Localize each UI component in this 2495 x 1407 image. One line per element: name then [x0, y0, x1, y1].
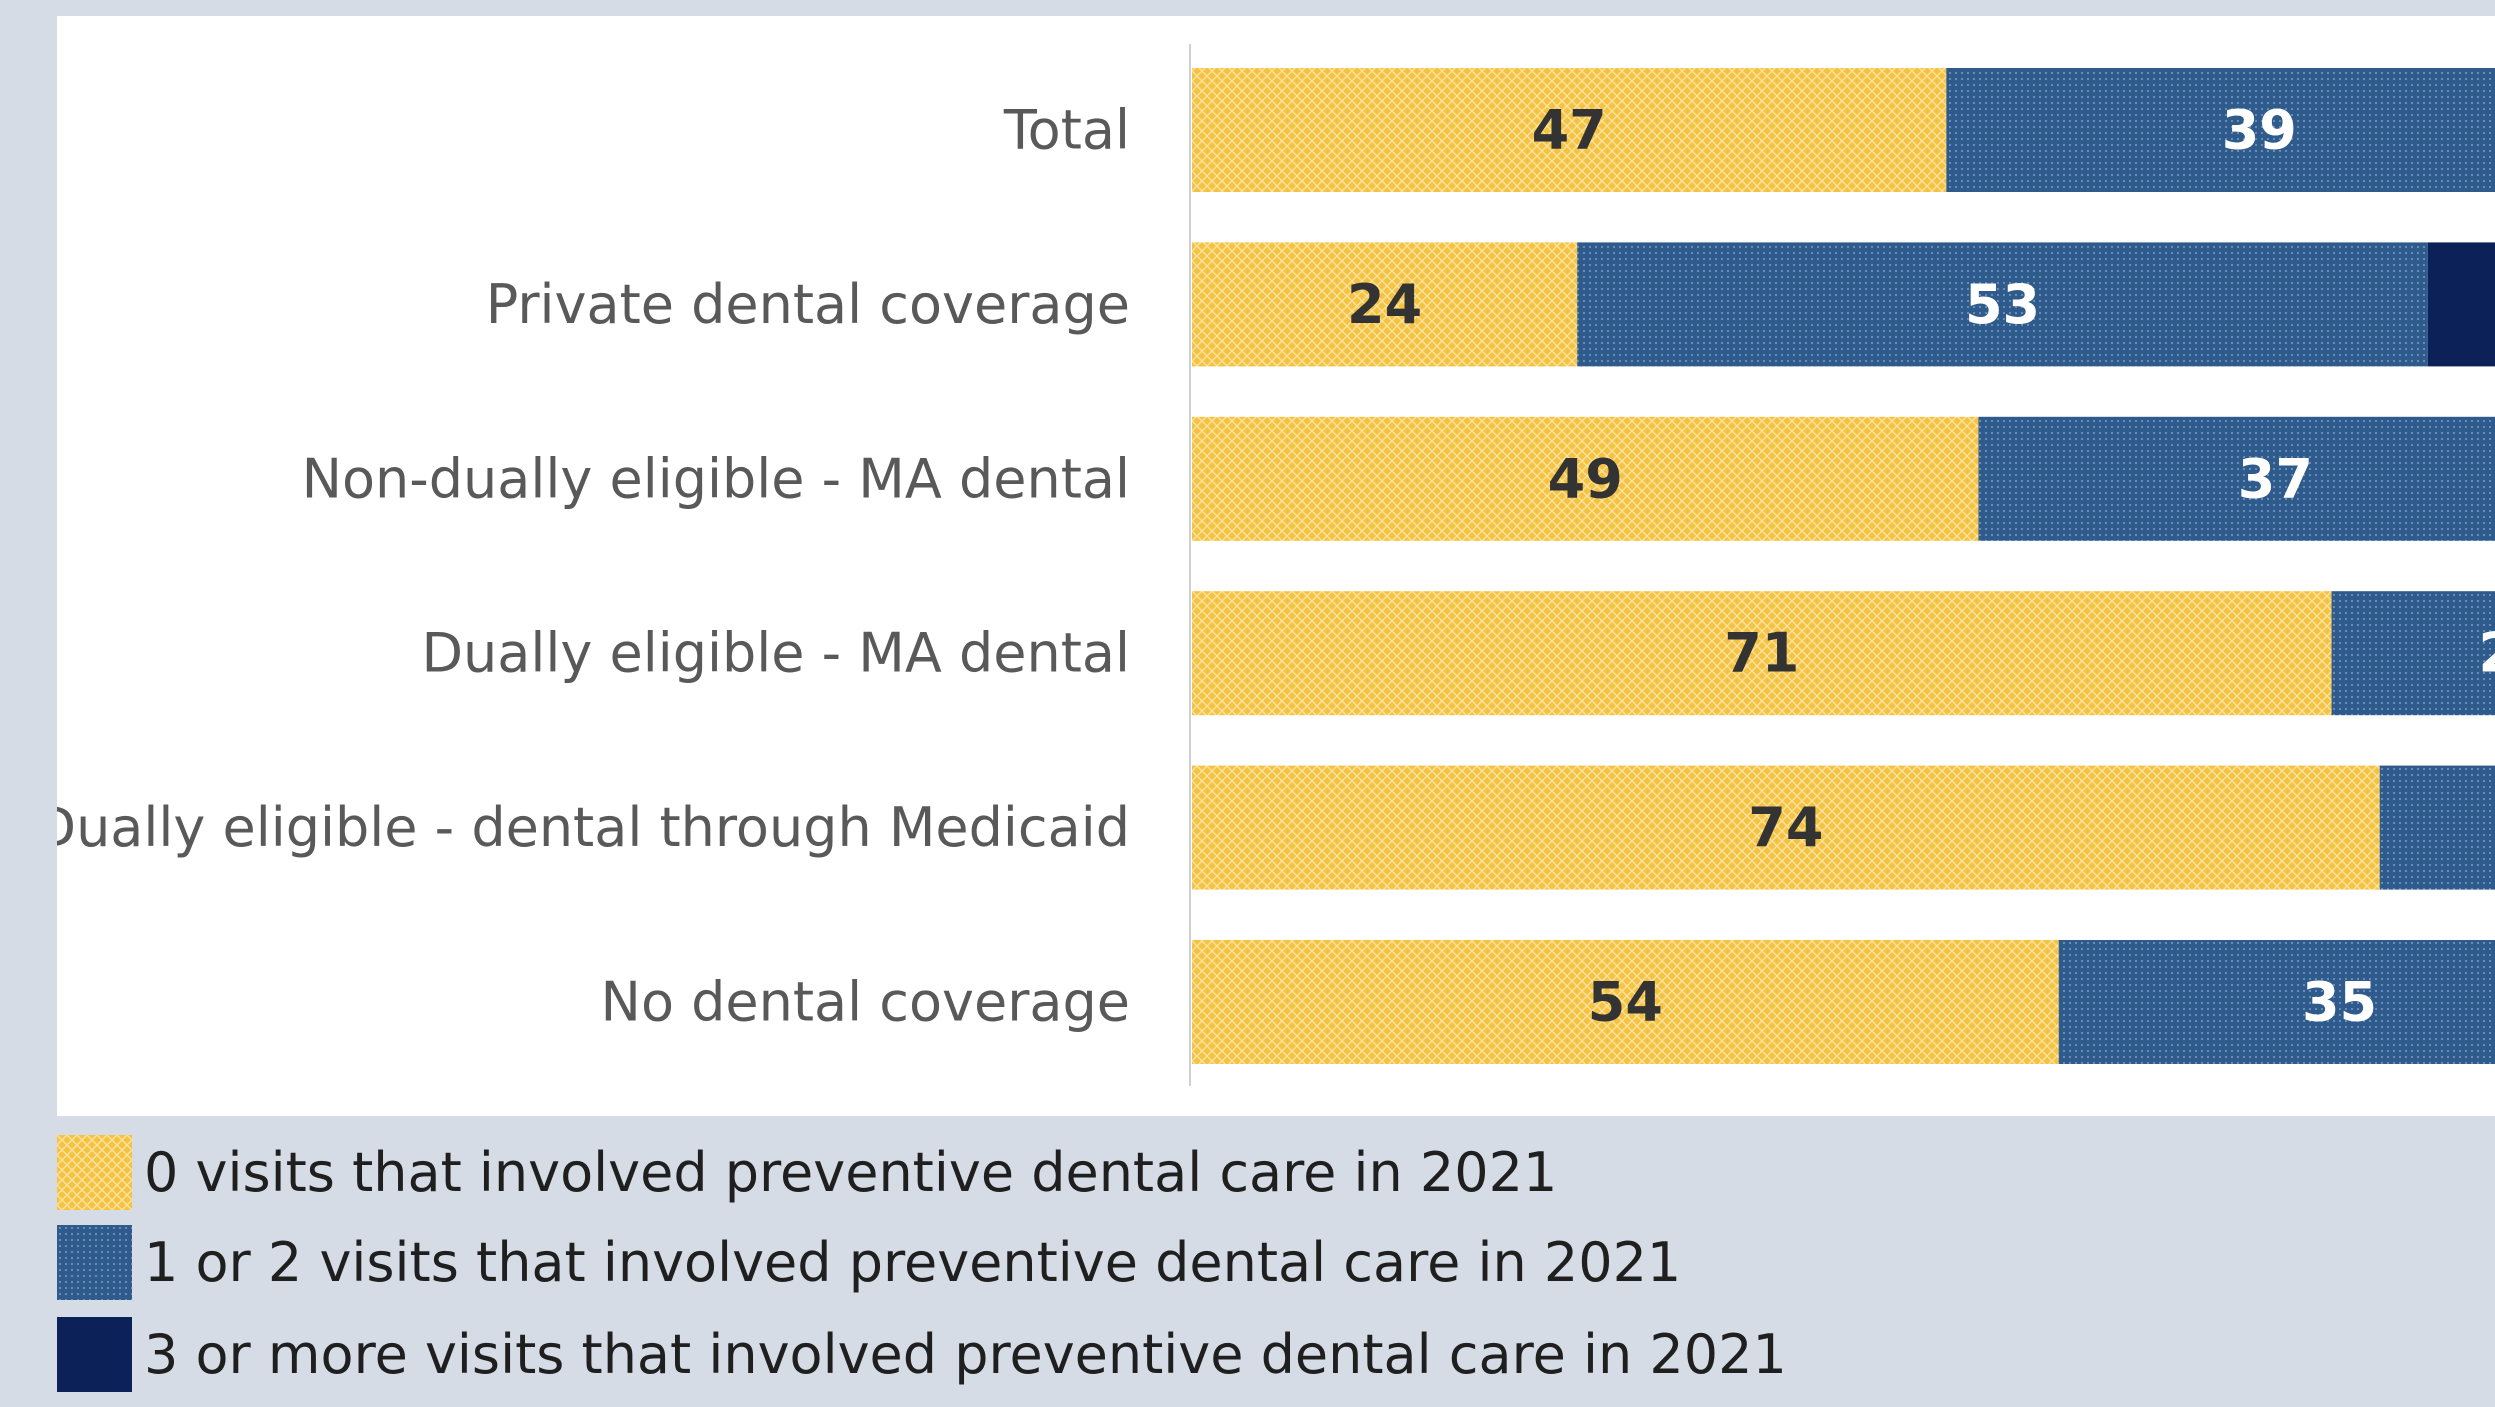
legend-item-1-2-visits: 1 or 2 visits that involved preventive d… — [57, 1222, 1681, 1302]
legend-item-0-visits: 0 visits that involved preventive dental… — [57, 1132, 1557, 1212]
bar-segment-0-visits — [1192, 68, 1947, 192]
data-label-1-2-visits: 23 — [2479, 622, 2495, 685]
bar-segment-0-visits — [1192, 765, 2380, 890]
bar-segment-1-2-visits — [2058, 940, 2495, 1064]
legend: 0 visits that involved preventive dental… — [57, 1132, 2457, 1402]
bar-segment-0-visits — [1192, 242, 1578, 367]
category-label: No dental coverage — [601, 971, 1130, 1034]
bar-segment-0-visits — [1192, 416, 1979, 541]
category-label: Dually eligible - dental through Medicai… — [57, 796, 1130, 859]
legend-label-0-visits: 0 visits that involved preventive dental… — [144, 1140, 1558, 1204]
data-label-1-2-visits: 35 — [2302, 971, 2377, 1034]
legend-swatch-1-2-visits — [57, 1224, 132, 1300]
bar-segment-1-2-visits — [1946, 68, 2495, 192]
data-label-0-visits: 24 — [1347, 273, 1422, 336]
data-label-0-visits: 49 — [1548, 447, 1623, 510]
legend-item-3-plus-visits: 3 or more visits that involved preventiv… — [57, 1314, 1787, 1394]
data-label-0-visits: 74 — [1748, 796, 1823, 859]
data-label-0-visits: 54 — [1588, 971, 1663, 1034]
stacked-bar-chart: 4739142453234937137123674233543511 Total… — [57, 44, 2495, 1086]
legend-swatch-0-visits — [57, 1134, 132, 1210]
bar-segment-1-2-visits — [2331, 591, 2495, 716]
bar-segment-0-visits — [1192, 940, 2059, 1064]
category-label: Non-dually eligible - MA dental — [302, 447, 1130, 510]
data-label-1-2-visits: 37 — [2238, 447, 2313, 510]
bar-segment-1-2-visits — [1577, 242, 2428, 367]
bar-segment-0-visits — [1192, 591, 2332, 716]
bar-segment-1-2-visits — [1978, 416, 2495, 541]
legend-label-3-plus-visits: 3 or more visits that involved preventiv… — [144, 1322, 1787, 1386]
bar-segment-1-2-visits — [2379, 765, 2495, 890]
category-label: Private dental coverage — [486, 273, 1130, 336]
bar-segment-3-plus-visits — [2427, 242, 2495, 367]
category-label: Dually eligible - MA dental — [421, 622, 1130, 685]
data-label-1-2-visits: 39 — [2222, 99, 2297, 162]
data-label-0-visits: 71 — [1724, 622, 1799, 685]
data-label-1-2-visits: 53 — [1965, 273, 2040, 336]
data-label-0-visits: 47 — [1532, 99, 1607, 162]
legend-label-1-2-visits: 1 or 2 visits that involved preventive d… — [144, 1230, 1682, 1294]
category-label: Total — [1003, 99, 1130, 162]
legend-swatch-3-plus-visits — [57, 1316, 132, 1392]
chart-panel: 4739142453234937137123674233543511 Total… — [57, 16, 2495, 1116]
